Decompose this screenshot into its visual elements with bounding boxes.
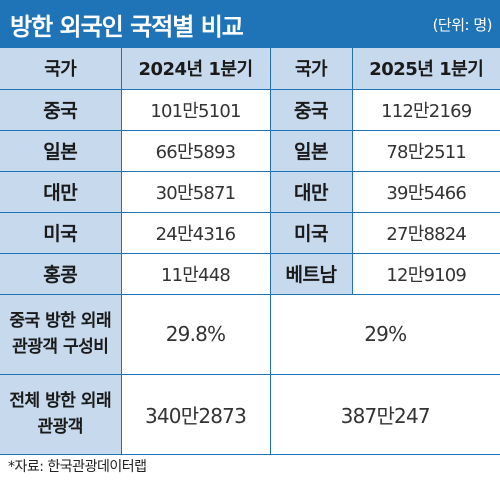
country-2024: 미국 [0, 212, 122, 254]
total-2025: 387만247 [270, 374, 500, 455]
total-row: 전체 방한 외래 관광객 340만2873 387만247 [0, 374, 500, 455]
visitors-2024: 66만5893 [121, 130, 271, 172]
table-row: 홍콩 11만448 베트남 12만9109 [0, 253, 500, 295]
total-label-line2: 관광객 [37, 417, 84, 437]
country-2024: 홍콩 [0, 253, 122, 295]
total-2024: 340만2873 [121, 374, 271, 455]
china-share-2024: 29.8% [121, 294, 271, 375]
visitors-2025: 27만8824 [352, 212, 500, 254]
visitors-2025: 12만9109 [352, 253, 500, 295]
china-share-label: 중국 방한 외래 관광객 구성비 [0, 294, 122, 375]
china-share-label-line1: 중국 방한 외래 [9, 311, 112, 331]
table-row: 대만 30만5871 대만 39만5466 [0, 171, 500, 213]
table-header-row: 국가 2024년 1분기 국가 2025년 1분기 [0, 48, 500, 90]
column-header-country-2025: 국가 [270, 48, 353, 90]
column-header-2024-q1: 2024년 1분기 [121, 48, 271, 90]
country-2025: 중국 [270, 89, 353, 131]
visitors-2025: 112만2169 [352, 89, 500, 131]
country-2025: 일본 [270, 130, 353, 172]
total-label: 전체 방한 외래 관광객 [0, 374, 122, 455]
header-bar: 방한 외국인 국적별 비교 (단위: 명) [0, 0, 500, 48]
visitors-2024: 11만448 [121, 253, 271, 295]
visitors-2024: 30만5871 [121, 171, 271, 213]
table-row: 중국 101만5101 중국 112만2169 [0, 89, 500, 131]
country-2024: 대만 [0, 171, 122, 213]
country-2025: 미국 [270, 212, 353, 254]
visitors-2025: 78만2511 [352, 130, 500, 172]
table-row: 일본 66만5893 일본 78만2511 [0, 130, 500, 172]
total-label-line1: 전체 방한 외래 [9, 391, 112, 411]
china-share-label-line2: 관광객 구성비 [12, 337, 109, 357]
page-title: 방한 외국인 국적별 비교 [10, 12, 244, 41]
column-header-2025-q1: 2025년 1분기 [352, 48, 500, 90]
china-share-2025: 29% [270, 294, 500, 375]
column-header-country-2024: 국가 [0, 48, 122, 90]
country-2024: 일본 [0, 130, 122, 172]
source-note: *자료: 한국관광데이터랩 [8, 459, 147, 475]
visitors-2024: 101만5101 [121, 89, 271, 131]
visitors-2025: 39만5466 [352, 171, 500, 213]
country-2025: 대만 [270, 171, 353, 213]
country-2024: 중국 [0, 89, 122, 131]
visitors-2024: 24만4316 [121, 212, 271, 254]
country-2025: 베트남 [270, 253, 353, 295]
china-share-row: 중국 방한 외래 관광객 구성비 29.8% 29% [0, 294, 500, 375]
unit-label: (단위: 명) [432, 15, 493, 34]
table-row: 미국 24만4316 미국 27만8824 [0, 212, 500, 254]
comparison-table: 국가 2024년 1분기 국가 2025년 1분기 중국 101만5101 중국… [0, 48, 500, 455]
